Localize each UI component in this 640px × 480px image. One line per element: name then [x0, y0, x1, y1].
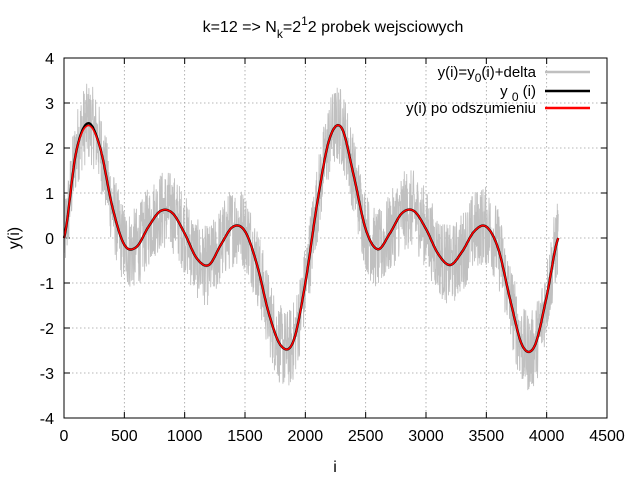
plot-series	[62, 83, 560, 391]
x-tick-label: 500	[111, 428, 138, 445]
plot-frame	[63, 57, 608, 419]
y-tick-label: -3	[40, 366, 54, 383]
legend-label-y0: y 0 (i)	[500, 83, 536, 104]
legend-label-noisy: y(i)=y0(i)+delta	[438, 64, 537, 85]
y-axis-label: y(i)	[6, 227, 23, 249]
x-tick-label: 3500	[469, 428, 505, 445]
y-tick-label: 1	[45, 186, 54, 203]
x-tick-label: 1000	[167, 428, 203, 445]
y-tick-label: 4	[45, 51, 54, 68]
x-tick-label: 2500	[348, 428, 384, 445]
x-tick-label: 4500	[589, 428, 625, 445]
axis-ticks: 0 500 1000 1500 2000 2500 3000 3500 4000 4500 -4 -3…	[40, 51, 625, 445]
x-tick-label: 0	[60, 428, 69, 445]
legend: y(i)=y0(i)+delta y 0 (i) y(i) po odszumi…	[406, 64, 590, 117]
x-tick-label: 1500	[227, 428, 263, 445]
x-tick-label: 4000	[529, 428, 565, 445]
x-tick-label: 2000	[288, 428, 324, 445]
y-tick-label: 0	[45, 231, 54, 248]
series-noisy-line	[63, 83, 559, 391]
x-tick-label: 3000	[408, 428, 444, 445]
chart-title: k=12 => Nk=212 probek wejsciowych	[203, 14, 464, 41]
y-tick-label: -1	[40, 276, 54, 293]
y-tick-label: -4	[40, 411, 54, 428]
y-tick-label: -2	[40, 321, 54, 338]
y-tick-label: 2	[45, 141, 54, 158]
x-axis-label: i	[333, 459, 337, 476]
legend-label-denoised: y(i) po odszumieniu	[406, 100, 536, 117]
y-tick-label: 3	[45, 96, 54, 113]
series-denoised-line	[63, 124, 560, 353]
